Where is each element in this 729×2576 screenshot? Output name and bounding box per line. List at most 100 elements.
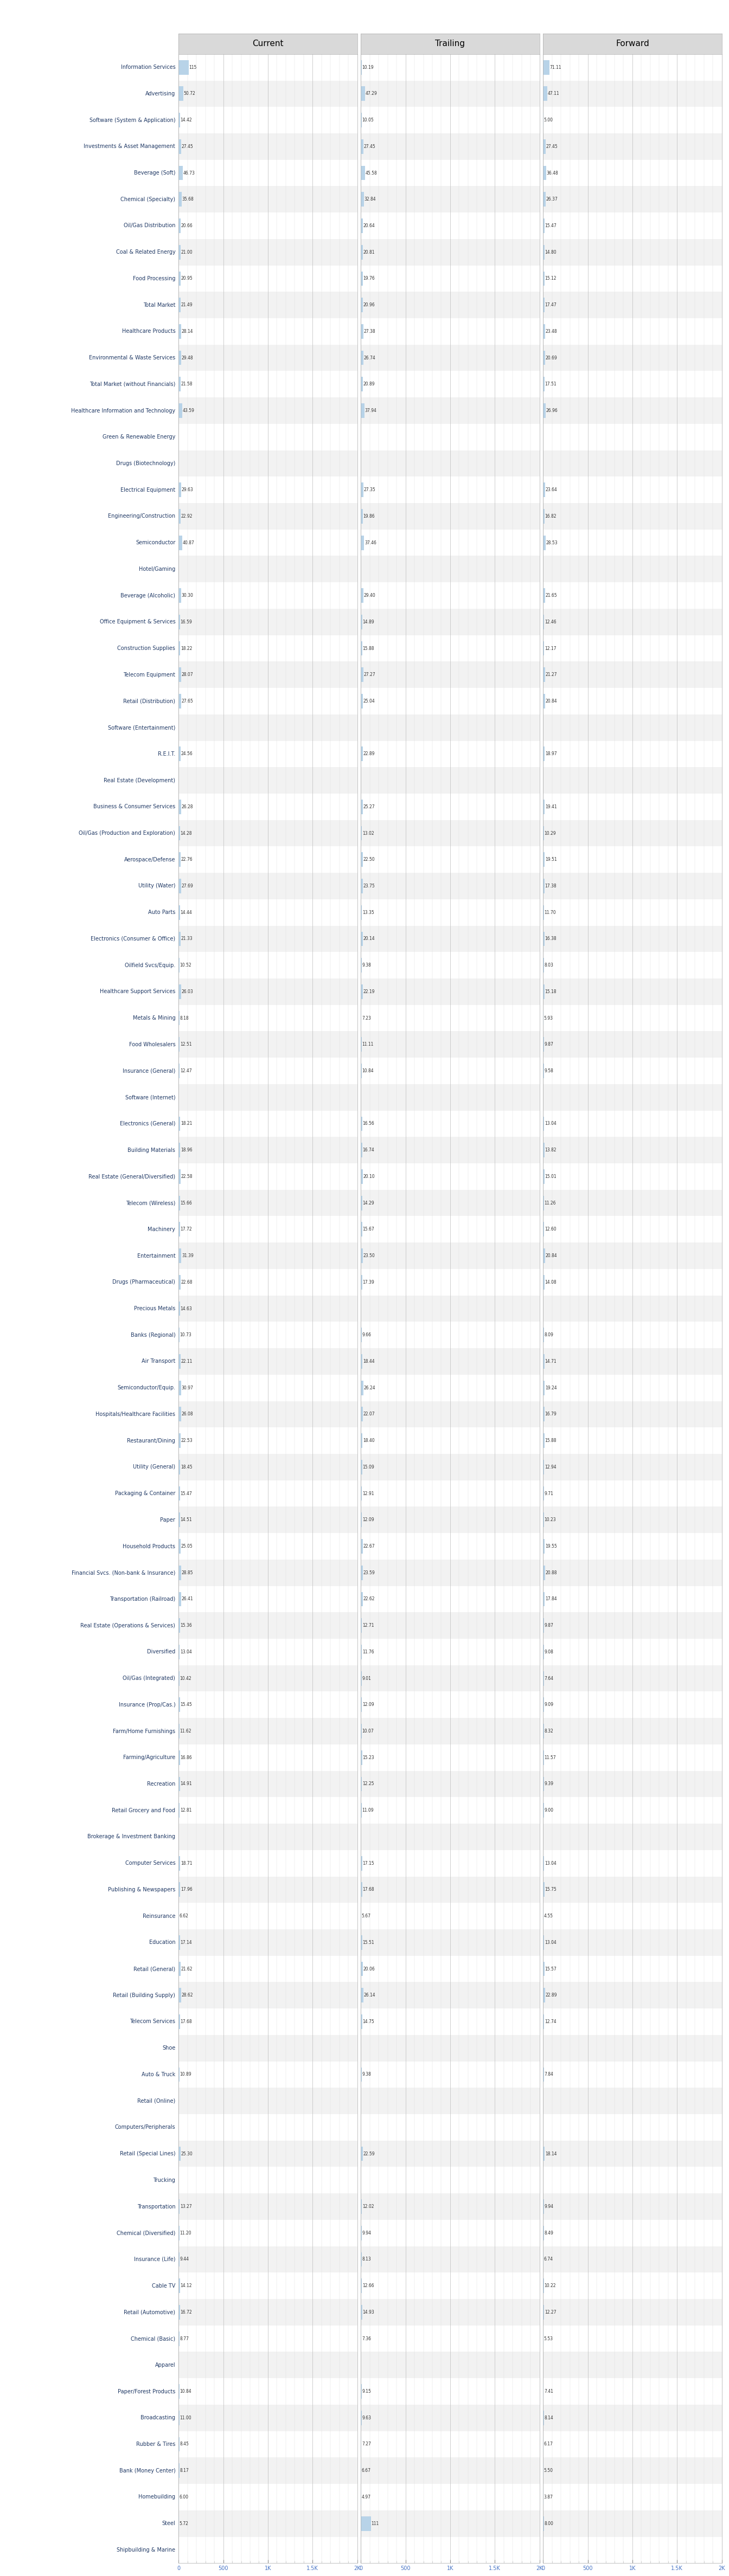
Bar: [179, 1981, 357, 2009]
Bar: [179, 953, 357, 979]
Bar: [361, 2385, 362, 2398]
Text: 15.23: 15.23: [362, 1754, 374, 1759]
Bar: [179, 451, 357, 477]
Text: 23.48: 23.48: [545, 330, 557, 335]
Bar: [543, 1038, 544, 1051]
Bar: [543, 2087, 722, 2115]
Text: 14.12: 14.12: [180, 2282, 192, 2287]
Text: 37.94: 37.94: [364, 407, 376, 412]
Bar: [179, 1030, 357, 1059]
Bar: [543, 853, 545, 868]
Text: Environmental & Waste Services: Environmental & Waste Services: [89, 355, 176, 361]
Bar: [361, 113, 362, 126]
Bar: [543, 1064, 544, 1079]
Bar: [361, 1723, 362, 1739]
Text: 20.96: 20.96: [363, 301, 375, 307]
Bar: [361, 641, 362, 657]
Bar: [179, 134, 357, 160]
Bar: [543, 899, 722, 925]
Bar: [543, 1507, 722, 1533]
Bar: [543, 1592, 545, 1607]
Bar: [361, 1850, 539, 1875]
Text: 45.58: 45.58: [365, 170, 377, 175]
Bar: [543, 1929, 722, 1955]
Bar: [361, 1798, 539, 1824]
Bar: [543, 793, 722, 819]
Bar: [361, 2306, 362, 2318]
Bar: [543, 1935, 545, 1950]
Bar: [179, 1777, 180, 1790]
Text: 30.30: 30.30: [182, 592, 193, 598]
Text: 12.47: 12.47: [180, 1069, 192, 1074]
Bar: [179, 2200, 180, 2213]
Bar: [361, 1929, 539, 1955]
Text: Apparel: Apparel: [155, 2362, 176, 2367]
Text: 16.86: 16.86: [180, 1754, 192, 1759]
Bar: [361, 299, 363, 312]
Bar: [361, 1824, 539, 1850]
Bar: [179, 2483, 357, 2509]
Bar: [543, 2458, 722, 2483]
Text: 20.14: 20.14: [363, 938, 375, 940]
Text: 11.20: 11.20: [180, 2231, 192, 2236]
Bar: [361, 1672, 362, 1685]
Text: 11.09: 11.09: [362, 1808, 374, 1814]
Text: Shoe: Shoe: [163, 2045, 176, 2050]
Text: 8.14: 8.14: [544, 2416, 553, 2421]
Text: Retail (Automotive): Retail (Automotive): [124, 2311, 176, 2316]
Text: Retail (Distribution): Retail (Distribution): [123, 698, 176, 703]
Text: 12.71: 12.71: [362, 1623, 374, 1628]
Text: 18.22: 18.22: [181, 647, 192, 652]
Bar: [361, 616, 362, 629]
Bar: [179, 265, 357, 291]
Bar: [361, 1955, 539, 1981]
Bar: [543, 80, 722, 108]
Text: 26.96: 26.96: [546, 407, 558, 412]
Bar: [179, 667, 181, 683]
Bar: [361, 1190, 539, 1216]
Bar: [361, 1170, 362, 1185]
Text: 14.42: 14.42: [180, 118, 192, 124]
Text: 14.28: 14.28: [180, 832, 192, 835]
Text: Information Services: Information Services: [121, 64, 176, 70]
Bar: [543, 139, 545, 155]
Text: 27.27: 27.27: [364, 672, 375, 677]
Text: Healthcare Information and Technology: Healthcare Information and Technology: [71, 407, 176, 412]
Text: Real Estate (General/Diversified): Real Estate (General/Diversified): [88, 1175, 176, 1180]
Bar: [543, 819, 722, 848]
Text: 17.72: 17.72: [181, 1226, 192, 1231]
Text: 5.67: 5.67: [362, 1914, 371, 1919]
Bar: [179, 219, 181, 232]
Bar: [361, 1664, 539, 1692]
Bar: [179, 345, 357, 371]
Bar: [361, 2192, 539, 2221]
Bar: [179, 1190, 357, 1216]
Text: Chemical (Specialty): Chemical (Specialty): [120, 196, 176, 201]
Bar: [179, 1989, 182, 2002]
Bar: [543, 2352, 722, 2378]
Bar: [179, 848, 357, 873]
Text: R.E.I.T.: R.E.I.T.: [158, 752, 176, 757]
Bar: [543, 1718, 722, 1744]
Bar: [179, 245, 181, 260]
Text: 8.09: 8.09: [544, 1332, 553, 1337]
Text: 10.89: 10.89: [180, 2071, 192, 2076]
Text: 10.42: 10.42: [180, 1677, 192, 1680]
Bar: [179, 1170, 181, 1185]
Bar: [543, 1242, 722, 1270]
Bar: [179, 1718, 357, 1744]
Text: 9.09: 9.09: [544, 1703, 553, 1708]
Bar: [361, 925, 539, 953]
Bar: [361, 2115, 539, 2141]
Text: Healthcare Products: Healthcare Products: [122, 330, 176, 335]
Text: 18.97: 18.97: [545, 752, 557, 757]
Text: Auto & Truck: Auto & Truck: [141, 2071, 176, 2076]
Bar: [543, 1613, 722, 1638]
Bar: [543, 1170, 545, 1185]
Bar: [179, 2509, 357, 2537]
Bar: [543, 477, 722, 502]
Bar: [361, 1355, 362, 1368]
Bar: [361, 88, 365, 100]
Bar: [361, 245, 363, 260]
Bar: [179, 556, 357, 582]
